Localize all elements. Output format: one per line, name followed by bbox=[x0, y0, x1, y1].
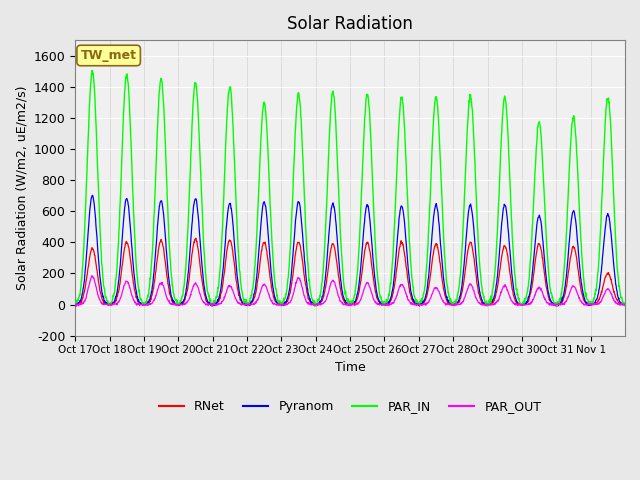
Title: Solar Radiation: Solar Radiation bbox=[287, 15, 413, 33]
X-axis label: Time: Time bbox=[335, 361, 365, 374]
Y-axis label: Solar Radiation (W/m2, uE/m2/s): Solar Radiation (W/m2, uE/m2/s) bbox=[15, 85, 28, 290]
Legend: RNet, Pyranom, PAR_IN, PAR_OUT: RNet, Pyranom, PAR_IN, PAR_OUT bbox=[154, 395, 547, 418]
Text: TW_met: TW_met bbox=[81, 49, 137, 62]
